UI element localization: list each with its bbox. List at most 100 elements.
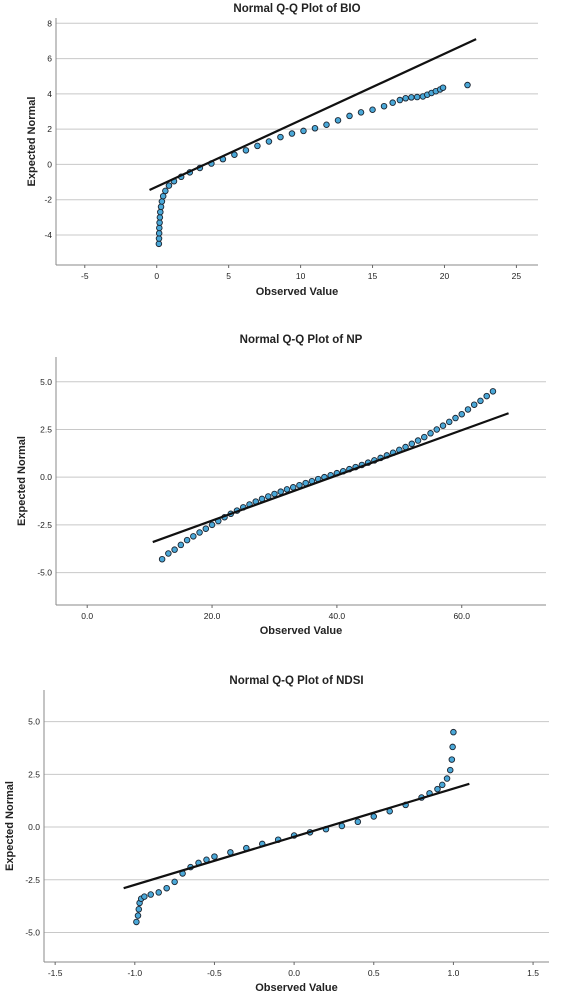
qq-chart-2: -5.0 -2.5 0.0 2.5 5.0 0.0 20.0 40.0 60.0 Normal Q… (16, 334, 546, 637)
data-point (155, 229, 163, 237)
x-tick-label: 0.5 (368, 968, 380, 978)
qq-chart-3: -5.0 -2.5 0.0 2.5 5.0 -1.5 -1.0 -0.5 0.0 0.5 1.0 1.… (4, 675, 549, 994)
data-point (133, 918, 140, 926)
y-tick-label: -2.5 (25, 875, 40, 885)
data-point (156, 224, 163, 232)
y-tick-label: 5.0 (28, 717, 40, 727)
data-point (450, 728, 457, 736)
data-point (162, 187, 169, 195)
x-tick-label: 60.0 (453, 611, 470, 621)
data-point (155, 889, 162, 896)
reference-line (123, 782, 470, 890)
data-point (277, 488, 284, 495)
y-tick-label: 6 (47, 54, 52, 64)
x-tick-label: 20.0 (204, 611, 221, 621)
data-point (346, 112, 353, 120)
data-point (141, 893, 148, 900)
data-point (158, 555, 166, 563)
y-tick-label: -2.5 (37, 520, 52, 530)
data-point (134, 912, 142, 919)
data-point (158, 198, 166, 205)
data-point (445, 418, 453, 426)
data-point (157, 208, 164, 216)
data-point (452, 414, 459, 422)
y-tick-label: 0.0 (40, 472, 52, 482)
data-point (446, 766, 454, 774)
x-tick-label: 1.5 (527, 968, 539, 978)
data-point (156, 214, 164, 221)
data-point (155, 240, 163, 248)
y-tick-label: 5.0 (40, 377, 52, 387)
data-point (202, 525, 210, 532)
y-tick-label: 4 (47, 89, 52, 99)
data-point (433, 426, 441, 433)
y-tick-label: 8 (47, 18, 52, 28)
data-point (408, 440, 416, 448)
data-point (190, 533, 197, 540)
data-point (380, 102, 388, 110)
data-point (288, 130, 296, 137)
data-point (464, 81, 471, 89)
data-point (489, 388, 497, 395)
x-tick-label: -5 (81, 271, 89, 281)
y-tick-label: -5.0 (37, 568, 52, 578)
data-point (311, 125, 319, 132)
data-point (449, 743, 456, 751)
data-point (464, 406, 472, 413)
data-point (427, 430, 434, 437)
data-point (334, 117, 342, 124)
data-point (277, 133, 284, 141)
data-point (157, 203, 165, 211)
data-point (171, 878, 178, 886)
y-tick-label: -2 (44, 195, 52, 205)
x-axis-label: Observed Value (255, 982, 338, 994)
data-point (183, 536, 191, 544)
data-point (289, 484, 297, 491)
x-tick-label: 10 (296, 271, 306, 281)
chart-title: Normal Q-Q Plot of NDSI (229, 675, 363, 687)
data-point (448, 756, 456, 763)
data-point (402, 95, 409, 102)
data-point (242, 147, 250, 154)
data-point (147, 891, 154, 898)
x-tick-label: 20 (440, 271, 450, 281)
data-point (254, 142, 261, 150)
data-point (357, 109, 365, 116)
data-point (323, 121, 330, 128)
reference-line (149, 38, 477, 192)
data-point (208, 521, 216, 529)
data-point (389, 99, 396, 106)
y-axis-label: Expected Normal (4, 781, 16, 871)
data-point (211, 853, 218, 860)
data-point (159, 192, 167, 200)
x-tick-label: 0.0 (81, 611, 93, 621)
data-point (439, 781, 446, 789)
x-tick-label: 15 (368, 271, 378, 281)
data-point (421, 433, 428, 441)
x-tick-label: -0.5 (207, 968, 222, 978)
y-tick-label: 2 (47, 124, 52, 134)
qq-chart-1: -4 -2 0 2 4 6 8 -5 0 5 10 15 20 25 Normal Q-Q Plot of … (26, 3, 538, 298)
x-tick-label: 1.0 (448, 968, 460, 978)
data-point (470, 401, 478, 408)
data-point (283, 486, 291, 493)
reference-line (152, 412, 509, 544)
data-point (156, 219, 163, 226)
data-point (396, 96, 404, 104)
data-point (483, 392, 490, 400)
x-axis-label: Observed Value (256, 286, 339, 298)
data-point (155, 235, 163, 242)
y-tick-label: -4 (44, 230, 52, 240)
x-tick-label: 0.0 (288, 968, 300, 978)
data-point (458, 410, 465, 418)
data-point (165, 550, 172, 557)
data-point (414, 437, 422, 444)
data-point (443, 775, 451, 782)
x-tick-label: 25 (512, 271, 522, 281)
data-point (439, 84, 447, 91)
x-tick-label: 0 (154, 271, 159, 281)
chart-title: Normal Q-Q Plot of NP (240, 334, 363, 346)
data-point (135, 906, 143, 913)
y-axis-label: Expected Normal (26, 97, 38, 187)
data-point (434, 785, 441, 793)
